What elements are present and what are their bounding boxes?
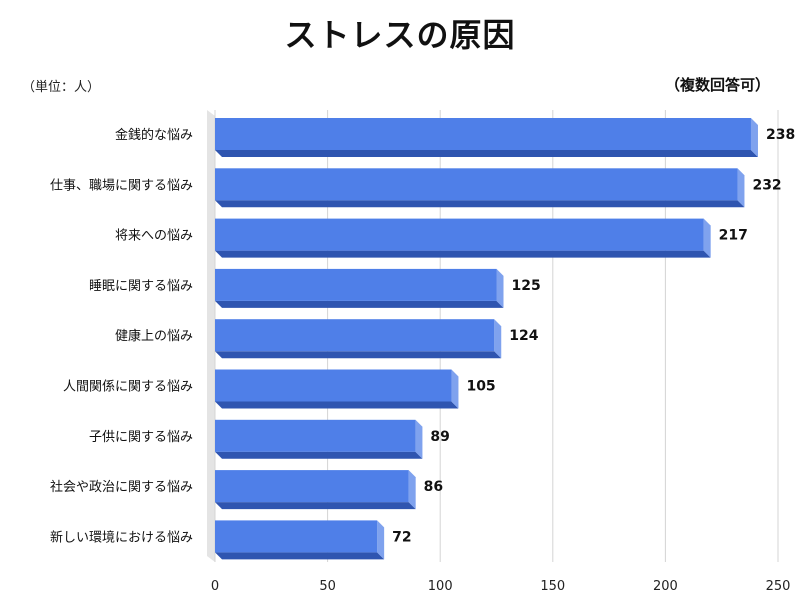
category-label-3: 睡眠に関する悩み: [89, 279, 193, 294]
bar-bottom-face-5: [215, 401, 459, 409]
bar-end-face-7: [408, 470, 416, 510]
bar-bottom-face-3: [215, 300, 504, 308]
x-tick-label-0: 0: [211, 579, 219, 594]
x-tick-label-2: 100: [428, 579, 453, 594]
bar-8: [215, 520, 378, 553]
bar-5: [215, 369, 452, 402]
bar-1: [215, 168, 738, 201]
bar-bottom-face-4: [215, 351, 502, 359]
category-label-7: 社会や政治に関する悩み: [50, 479, 193, 495]
bar-end-face-4: [494, 319, 502, 359]
bar-end-face-3: [496, 268, 504, 308]
bar-end-face-0: [750, 118, 758, 157]
plot-left-wall: [207, 110, 215, 562]
bar-bottom-face-2: [215, 250, 711, 258]
bar-end-face-1: [737, 168, 745, 208]
bar-end-face-8: [377, 520, 385, 560]
x-tick-label-5: 250: [766, 579, 791, 594]
value-label-5: 105: [466, 379, 495, 395]
value-label-0: 238: [766, 127, 795, 143]
category-label-4: 健康上の悩み: [115, 328, 193, 344]
value-label-1: 232: [752, 177, 781, 193]
bar-bottom-face-0: [215, 150, 758, 157]
bar-7: [215, 470, 409, 503]
bar-bottom-face-7: [215, 502, 416, 510]
value-label-3: 125: [512, 278, 541, 294]
bar-4: [215, 319, 495, 352]
bar-end-face-6: [415, 419, 423, 459]
value-label-4: 124: [509, 328, 538, 344]
category-label-1: 仕事、職場に関する悩み: [50, 178, 193, 193]
multiple-answer-note: （複数回答可）: [664, 76, 770, 94]
bar-6: [215, 419, 416, 452]
x-tick-label-3: 150: [540, 579, 565, 594]
x-tick-label-1: 50: [319, 579, 336, 594]
bar-bottom-face-8: [215, 552, 385, 560]
bar-end-face-5: [451, 369, 459, 409]
bar-2: [215, 218, 704, 251]
category-label-6: 子供に関する悩み: [89, 430, 193, 445]
category-label-0: 金銭的な悩み: [115, 127, 193, 143]
category-label-5: 人間関係に関する悩み: [63, 380, 193, 395]
bar-end-face-2: [703, 218, 711, 258]
bar-bottom-face-1: [215, 200, 745, 208]
chart-title: ストレスの原因: [284, 16, 516, 54]
category-label-8: 新しい環境における悩み: [50, 529, 193, 545]
value-label-6: 89: [430, 429, 449, 445]
value-label-2: 217: [719, 228, 748, 244]
bar-3: [215, 268, 497, 301]
unit-label: （単位：人）: [22, 80, 101, 95]
bar-0: [215, 118, 751, 150]
value-label-7: 86: [424, 479, 443, 495]
value-label-8: 72: [392, 529, 411, 545]
x-tick-label-4: 200: [653, 579, 678, 594]
category-label-2: 将来への悩み: [115, 229, 193, 244]
bar-bottom-face-6: [215, 451, 423, 459]
